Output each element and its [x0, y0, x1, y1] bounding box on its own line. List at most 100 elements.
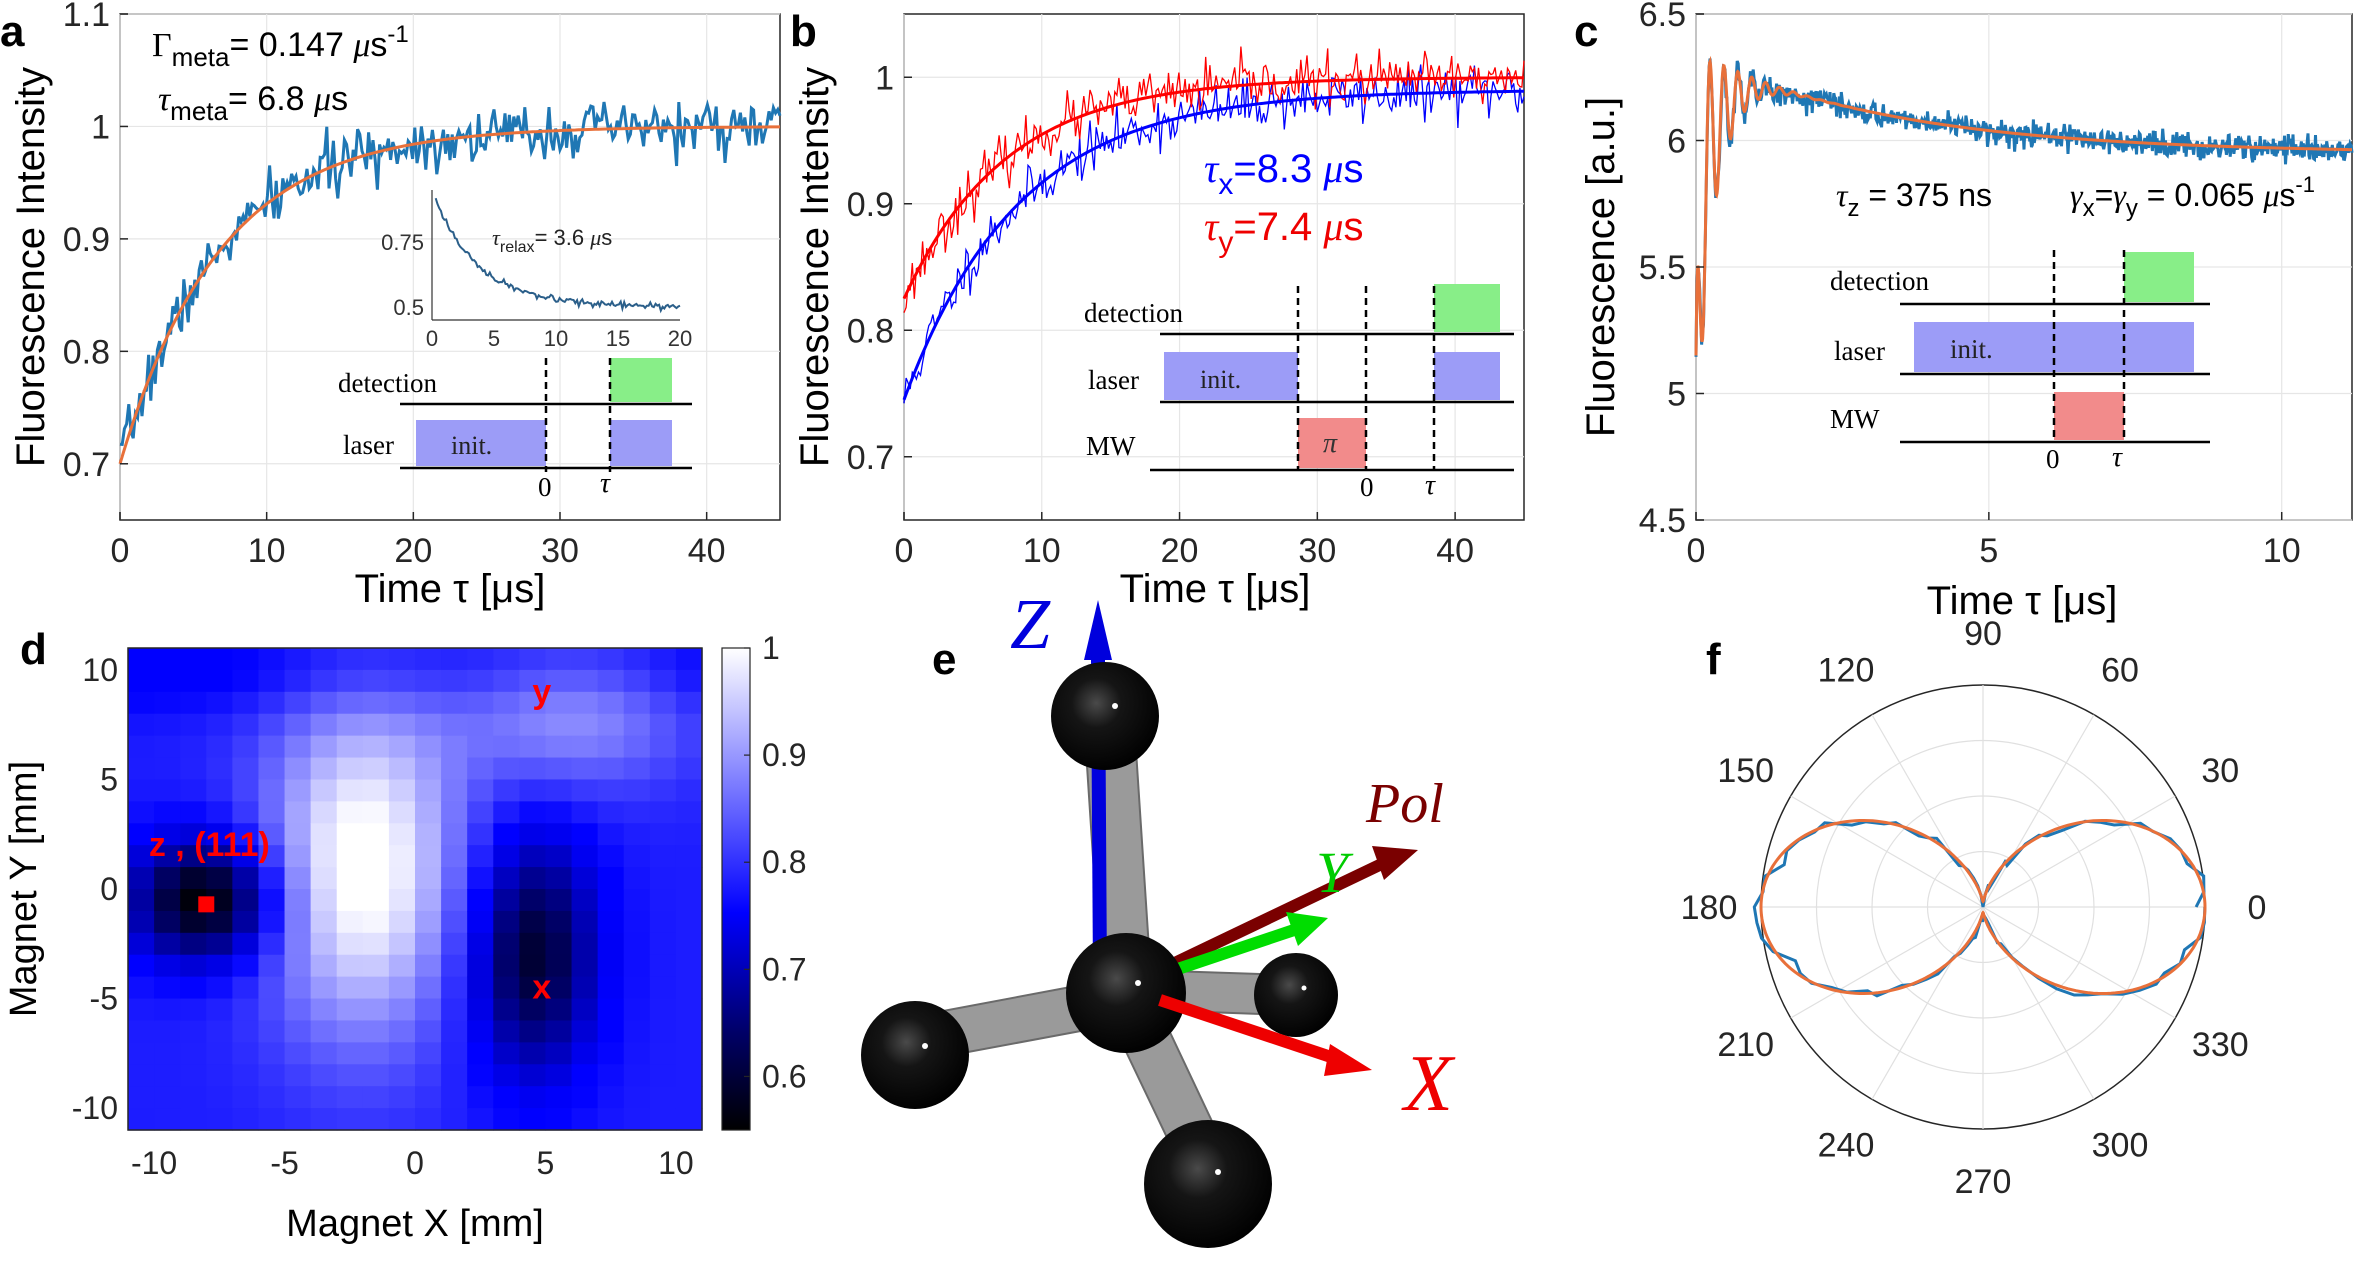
heatmap-cell — [571, 889, 599, 912]
heatmap-cell — [623, 823, 651, 846]
series-line-x-fit — [902, 89, 1524, 401]
heatmap-cell — [649, 845, 677, 868]
heatmap-cell — [310, 954, 338, 978]
heatmap-cell — [388, 976, 416, 1000]
heatmap-cell — [310, 845, 338, 868]
heatmap-cell — [180, 976, 207, 1000]
pol-axis-arrow — [1157, 854, 1393, 976]
heatmap-cell — [128, 845, 155, 868]
heatmap-cell — [362, 735, 390, 759]
panel-b-chart: b 0 10 20 30 40 0.7 0.8 0.9 1 Time τ [μs] Fluore… — [790, 7, 1525, 611]
heatmap-cell — [154, 889, 181, 912]
heatmap-cell — [597, 976, 625, 1000]
heatmap-cell — [415, 845, 442, 868]
heatmap-cell — [649, 932, 677, 956]
heatmap-cell — [545, 889, 573, 912]
heatmap-cell — [180, 932, 207, 956]
heatmap-cell — [154, 998, 181, 1022]
heatmap-cell — [206, 1020, 233, 1043]
heatmap-cell — [649, 1086, 677, 1109]
heatmap-cell — [441, 889, 468, 912]
heatmap-cell — [232, 669, 260, 693]
heatmap-cell — [258, 954, 286, 978]
heatmap-cell — [206, 976, 233, 1000]
heatmap-cell — [336, 867, 364, 890]
panel-label-d: d — [20, 625, 47, 674]
series-line-x-data — [903, 62, 1525, 404]
heatmap-cell — [675, 779, 703, 802]
heatmap-cell — [571, 801, 599, 824]
heatmap-cell — [441, 691, 468, 715]
panel-label-f: f — [1706, 635, 1721, 684]
heatmap-cell — [597, 889, 625, 912]
y-axis-arrow — [1158, 922, 1302, 981]
heatmap-cell — [623, 954, 651, 978]
polar-spoke — [1982, 906, 2176, 1019]
heatmap-cell — [675, 669, 703, 693]
heatmap-cell — [258, 757, 286, 781]
heatmap-cell — [232, 735, 260, 759]
atom-top — [1051, 662, 1159, 770]
heatmap-cell — [571, 910, 599, 934]
heatmap-cell — [519, 867, 547, 890]
svg-text:τmeta= 6.8 μs: τmeta= 6.8 μs — [158, 80, 348, 126]
heatmap-cell — [519, 910, 547, 934]
panel-f-polar: f 0 30 60 90 120 150 180 210 240 270 300 330 — [1681, 615, 2267, 1201]
heatmap-cell — [545, 1086, 573, 1109]
heatmap-cell — [623, 932, 651, 956]
heatmap-cell — [284, 954, 312, 978]
heatmap-cell — [441, 648, 468, 671]
heatmap-cell — [388, 713, 416, 737]
heatmap-cell — [258, 735, 286, 759]
heatmap-cell — [649, 1108, 677, 1131]
heatmap-cell — [415, 779, 442, 802]
heatmap-cell — [388, 801, 416, 824]
heatmap-cell — [675, 867, 703, 890]
heatmap-cell — [180, 998, 207, 1022]
heatmap-cell — [258, 648, 286, 671]
axis-label-pol: Pol — [1365, 773, 1444, 835]
heatmap-cell — [336, 713, 364, 737]
heatmap-cell — [597, 1108, 625, 1131]
heatmap-cell — [128, 757, 155, 781]
heatmap-cell — [128, 1020, 155, 1043]
heatmap-cell — [441, 976, 468, 1000]
heatmap-cell — [623, 1086, 651, 1109]
heatmap-cell — [623, 691, 651, 715]
heatmap-cell — [493, 648, 520, 671]
heatmap-cell — [415, 757, 442, 781]
x-axis-label: Magnet X [mm] — [286, 1203, 544, 1245]
svg-text:τ: τ — [2112, 442, 2123, 473]
heatmap-cell — [128, 954, 155, 978]
heatmap-cell — [467, 779, 494, 802]
gamma-symbol: Γ — [152, 27, 172, 64]
tick-label-y: 0 — [100, 871, 118, 907]
heatmap-cell — [675, 757, 703, 781]
heatmap-cell — [388, 779, 416, 802]
heatmap-cell — [623, 669, 651, 693]
heatmap-cell — [154, 867, 181, 890]
heatmap-cell — [336, 735, 364, 759]
heatmap-cell — [128, 1086, 155, 1109]
axis-label-x: X — [1401, 1040, 1456, 1128]
heatmap-cell — [362, 932, 390, 956]
heatmap-cell — [467, 976, 494, 1000]
heatmap-cell — [232, 932, 260, 956]
heatmap-cell — [493, 1042, 520, 1065]
heatmap-cell — [623, 648, 651, 671]
heatmap-cell — [597, 823, 625, 846]
heatmap-cell — [571, 779, 599, 802]
heatmap-cell — [441, 954, 468, 978]
heatmap-cell — [336, 648, 364, 671]
heatmap-cell — [441, 1020, 468, 1043]
heatmap-cell — [154, 691, 181, 715]
heatmap-cell — [623, 757, 651, 781]
pulse-sequence: detection laser init. MW π 0 τ — [1084, 284, 1514, 502]
heatmap-cell — [258, 910, 286, 934]
heatmap-cell — [571, 1020, 599, 1043]
heatmap-cell — [519, 669, 547, 693]
tick-label-y: 0.7 — [847, 439, 894, 477]
heatmap-cell — [180, 648, 207, 671]
heatmap-cell — [128, 889, 155, 912]
series-line-fit — [118, 125, 780, 465]
